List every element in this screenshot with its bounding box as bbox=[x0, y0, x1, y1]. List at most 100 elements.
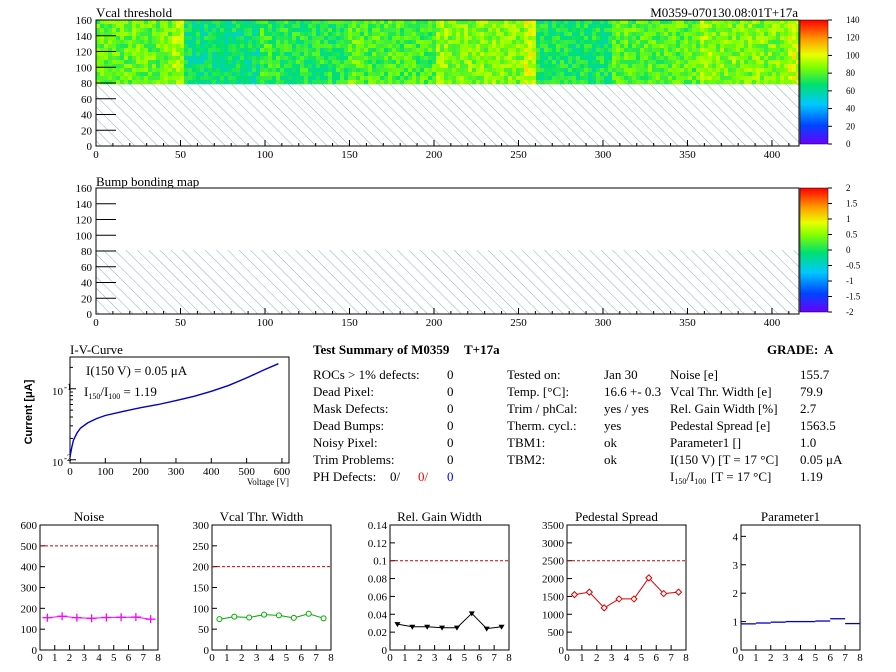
heatmap-cell bbox=[160, 68, 165, 73]
heatmap-cell bbox=[680, 60, 685, 65]
test-summary: Test Summary of M0359 T+17a GRADE: A ROC… bbox=[313, 342, 843, 486]
heatmap-cell bbox=[128, 76, 133, 81]
heatmap-cell bbox=[628, 32, 633, 37]
heatmap-cell bbox=[380, 36, 385, 41]
heatmap-cell bbox=[168, 60, 173, 65]
heatmap-cell bbox=[656, 36, 661, 41]
heatmap-cell bbox=[728, 32, 733, 37]
heatmap-cell bbox=[700, 20, 705, 25]
heatmap-cell bbox=[164, 64, 169, 69]
heatmap-cell bbox=[772, 60, 777, 65]
heatmap-cell bbox=[348, 28, 353, 33]
heatmap-cell bbox=[616, 60, 621, 65]
heatmap-cell bbox=[596, 20, 601, 25]
x-tick-label: 250 bbox=[510, 149, 527, 161]
heatmap-cell bbox=[652, 52, 657, 57]
heatmap-cell bbox=[556, 32, 561, 37]
heatmap-cell bbox=[448, 64, 453, 69]
heatmap-cell bbox=[596, 52, 601, 57]
heatmap-cell bbox=[556, 72, 561, 77]
heatmap-cell bbox=[712, 60, 717, 65]
heatmap-cell bbox=[724, 24, 729, 29]
result-value: 1563.5 bbox=[800, 418, 836, 433]
heatmap-cell bbox=[300, 68, 305, 73]
heatmap-cell bbox=[216, 52, 221, 57]
x-tick-label: 400 bbox=[764, 149, 781, 161]
heatmap-cell bbox=[216, 64, 221, 69]
heatmap-cell bbox=[496, 64, 501, 69]
heatmap-cell bbox=[756, 72, 761, 77]
heatmap-cell bbox=[524, 76, 529, 81]
heatmap-cell bbox=[264, 56, 269, 61]
heatmap-cell bbox=[760, 68, 765, 73]
heatmap-cell bbox=[520, 48, 525, 53]
heatmap-cell bbox=[760, 28, 765, 33]
heatmap-cell bbox=[220, 20, 225, 25]
heatmap-cell bbox=[796, 40, 801, 45]
heatmap-cell bbox=[756, 24, 761, 29]
heatmap-cell bbox=[260, 72, 265, 77]
heatmap-cell bbox=[508, 28, 513, 33]
heatmap-cell bbox=[692, 68, 697, 73]
data-point bbox=[453, 625, 460, 631]
heatmap-cell bbox=[296, 28, 301, 33]
heatmap-cell bbox=[536, 68, 541, 73]
data-point bbox=[483, 626, 490, 632]
heatmap-cell bbox=[432, 52, 437, 57]
heatmap-cell bbox=[100, 68, 105, 73]
heatmap-cell bbox=[760, 44, 765, 49]
heatmap-cell bbox=[220, 48, 225, 53]
data-point bbox=[231, 613, 238, 620]
heatmap-cell bbox=[512, 76, 517, 81]
heatmap-cell bbox=[256, 56, 261, 61]
heatmap-cell bbox=[132, 36, 137, 41]
heatmap-cell bbox=[328, 20, 333, 25]
heatmap-cell bbox=[532, 72, 537, 77]
heatmap-cell bbox=[548, 60, 553, 65]
heatmap-cell bbox=[436, 24, 441, 29]
vcal-map-cells bbox=[96, 20, 801, 85]
y-tick-label: 100 bbox=[76, 230, 93, 242]
heatmap-cell bbox=[588, 52, 593, 57]
heatmap-cell bbox=[216, 24, 221, 29]
heatmap-cell bbox=[148, 60, 153, 65]
heatmap-cell bbox=[584, 68, 589, 73]
heatmap-cell bbox=[484, 32, 489, 37]
heatmap-cell bbox=[348, 48, 353, 53]
heatmap-cell bbox=[660, 76, 665, 81]
y-tick-label: 160 bbox=[76, 15, 93, 27]
heatmap-cell bbox=[656, 52, 661, 57]
heatmap-cell bbox=[412, 68, 417, 73]
heatmap-cell bbox=[640, 52, 645, 57]
heatmap-cell bbox=[144, 48, 149, 53]
heatmap-cell bbox=[432, 32, 437, 37]
heatmap-cell bbox=[260, 36, 265, 41]
heatmap-cell bbox=[236, 28, 241, 33]
heatmap-cell bbox=[148, 32, 153, 37]
x-tick-label: 150 bbox=[341, 149, 358, 161]
heatmap-cell bbox=[748, 52, 753, 57]
heatmap-cell bbox=[328, 36, 333, 41]
heatmap-cell bbox=[548, 36, 553, 41]
heatmap-cell bbox=[676, 24, 681, 29]
heatmap-cell bbox=[728, 28, 733, 33]
heatmap-cell bbox=[540, 44, 545, 49]
heatmap-cell bbox=[576, 72, 581, 77]
data-point bbox=[394, 622, 401, 628]
heatmap-cell bbox=[176, 24, 181, 29]
heatmap-cell bbox=[480, 24, 485, 29]
heatmap-cell bbox=[324, 40, 329, 45]
heatmap-cell bbox=[208, 60, 213, 65]
heatmap-cell bbox=[780, 48, 785, 53]
heatmap-cell bbox=[328, 64, 333, 69]
x-tick-label: 300 bbox=[595, 149, 612, 161]
heatmap-cell bbox=[692, 36, 697, 41]
heatmap-cell bbox=[568, 24, 573, 29]
heatmap-cell bbox=[276, 40, 281, 45]
heatmap-cell bbox=[508, 52, 513, 57]
heatmap-cell bbox=[424, 28, 429, 33]
heatmap-cell bbox=[756, 76, 761, 81]
heatmap-cell bbox=[648, 28, 653, 33]
result-value: 155.7 bbox=[800, 367, 830, 382]
